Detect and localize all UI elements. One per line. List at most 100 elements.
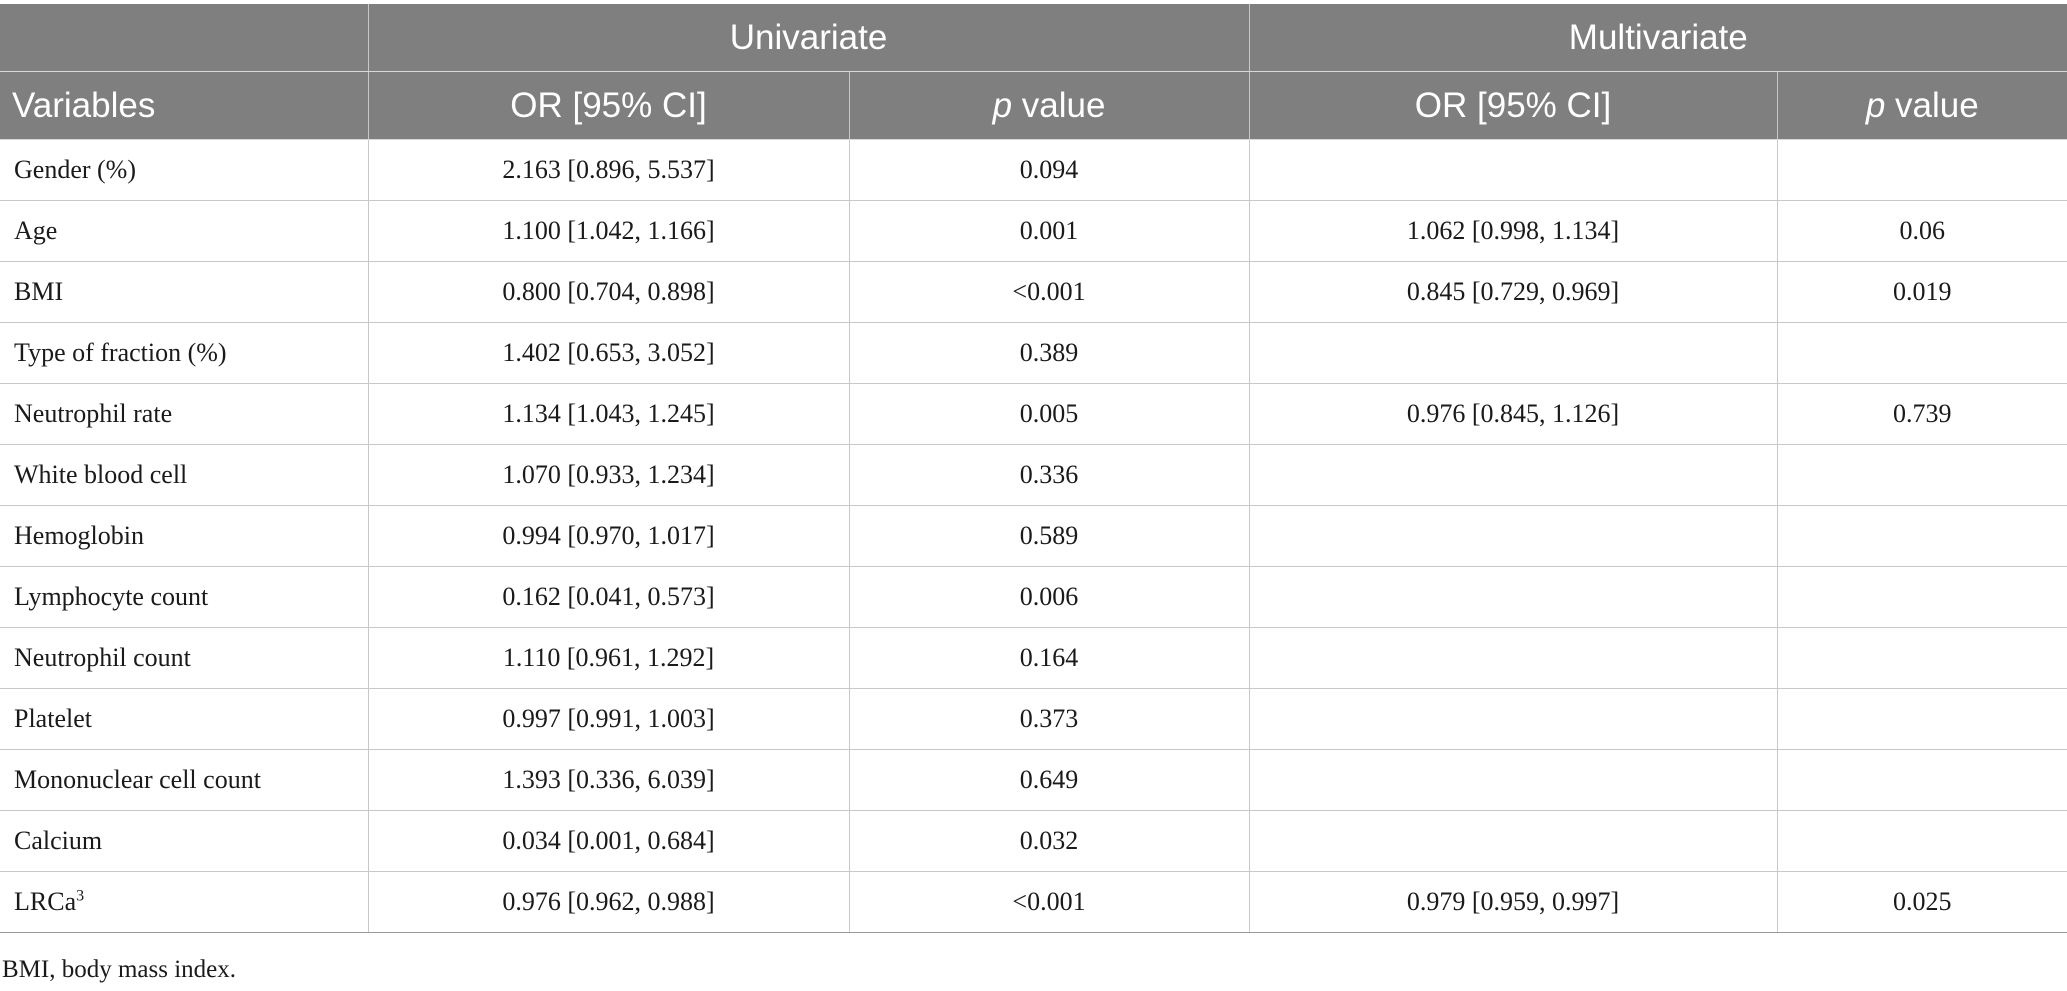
variable-cell: Platelet	[0, 688, 369, 750]
or-multivariate-cell-text: 1.062 [0.998, 1.134]	[1406, 216, 1620, 245]
variable-cell: Age	[0, 200, 369, 262]
p-value-multivariate-cell	[1777, 322, 2067, 384]
or-univariate-cell: 0.800 [0.704, 0.898]	[368, 261, 850, 323]
p-value-univariate-cell-text: 0.094	[1019, 155, 1079, 184]
or-univariate-cell: 1.393 [0.336, 6.039]	[368, 749, 850, 811]
or-univariate-cell-text: 0.994 [0.970, 1.017]	[502, 521, 715, 550]
p-value-multivariate-cell: 0.019	[1777, 261, 2067, 323]
p-value-univariate-cell: 0.589	[849, 505, 1250, 567]
p-value-univariate-cell: 0.649	[849, 749, 1250, 811]
header-empty-cell	[0, 4, 369, 72]
or-multivariate-cell	[1249, 444, 1778, 506]
p-value-univariate-cell-text: 0.032	[1019, 826, 1079, 855]
p-value-univariate-cell-text: 0.649	[1019, 765, 1079, 794]
or-univariate-cell-text: 0.034 [0.001, 0.684]	[502, 826, 715, 855]
table-row: Gender (%) 2.163 [0.896, 5.537] 0.094	[0, 139, 2067, 201]
p-italic: p	[992, 85, 1013, 125]
or-multivariate-cell	[1249, 627, 1778, 689]
p-value-univariate-cell: 0.389	[849, 322, 1250, 384]
regression-table-container: Univariate Multivariate Variables OR [95…	[0, 4, 2067, 933]
p-value-univariate-cell: 0.336	[849, 444, 1250, 506]
or-multivariate-cell: 1.062 [0.998, 1.134]	[1249, 200, 1778, 262]
or-multivariate-cell	[1249, 566, 1778, 628]
variable-cell-text: Platelet	[14, 704, 92, 733]
variable-cell-text: White blood cell	[14, 460, 188, 489]
or-multivariate-cell: 0.976 [0.845, 1.126]	[1249, 383, 1778, 445]
p-value-univariate-cell-text: 0.005	[1019, 399, 1079, 428]
or-univariate-cell-text: 1.134 [1.043, 1.245]	[502, 399, 715, 428]
table-row: Neutrophil count 1.110 [0.961, 1.292] 0.16…	[0, 627, 2067, 689]
table-row: Hemoglobin 0.994 [0.970, 1.017] 0.589	[0, 505, 2067, 567]
group-header-row: Univariate Multivariate	[0, 4, 2067, 72]
p-value-multivariate-cell-text: 0.019	[1893, 277, 1952, 306]
or-multivariate-cell: 0.979 [0.959, 0.997]	[1249, 871, 1778, 933]
variable-cell-text: Calcium	[14, 826, 103, 855]
table-row: Neutrophil rate 1.134 [1.043, 1.245] 0.005…	[0, 383, 2067, 445]
p-value-univariate-cell: 0.006	[849, 566, 1250, 628]
or-multivariate-column-header: OR [95% CI]	[1249, 71, 1778, 140]
table-row: Mononuclear cell count 1.393 [0.336, 6.03…	[0, 749, 2067, 811]
p-value-multivariate-cell-text: 0.025	[1893, 887, 1952, 916]
p-value-multivariate-cell	[1777, 444, 2067, 506]
variable-cell-text: LRCa	[14, 887, 77, 916]
or-univariate-cell-text: 0.976 [0.962, 0.988]	[502, 887, 715, 916]
or-multivariate-cell	[1249, 810, 1778, 872]
or-multivariate-cell-text: 0.979 [0.959, 0.997]	[1406, 887, 1620, 916]
variable-cell-text: Neutrophil count	[14, 643, 191, 672]
or-multivariate-cell-text: 0.845 [0.729, 0.969]	[1406, 277, 1620, 306]
p-value-multivariate-cell: 0.739	[1777, 383, 2067, 445]
or-univariate-cell: 0.976 [0.962, 0.988]	[368, 871, 850, 933]
or-multivariate-cell	[1249, 322, 1778, 384]
variable-superscript: 3	[76, 887, 85, 905]
variable-cell-text: Mononuclear cell count	[14, 765, 261, 794]
or-univariate-column-header: OR [95% CI]	[368, 71, 850, 140]
variable-cell: BMI	[0, 261, 369, 323]
p-value-multivariate-column-header: p value	[1777, 71, 2067, 140]
table-row: Type of fraction (%) 1.402 [0.653, 3.052]…	[0, 322, 2067, 384]
p-value-univariate-cell: 0.005	[849, 383, 1250, 445]
or-multivariate-cell	[1249, 688, 1778, 750]
variable-cell: White blood cell	[0, 444, 369, 506]
p-value-multivariate-cell	[1777, 627, 2067, 689]
p-value-label: value	[1012, 85, 1106, 125]
or-univariate-cell: 0.997 [0.991, 1.003]	[368, 688, 850, 750]
table-footnote: BMI, body mass index.	[2, 956, 237, 983]
p-value-univariate-cell: 0.373	[849, 688, 1250, 750]
p-value-univariate-cell: 0.001	[849, 200, 1250, 262]
or-univariate-cell: 1.100 [1.042, 1.166]	[368, 200, 850, 262]
or-univariate-cell: 2.163 [0.896, 5.537]	[368, 139, 850, 201]
p-value-univariate-cell-text: <0.001	[1012, 277, 1086, 306]
variable-cell: Calcium	[0, 810, 369, 872]
p-value-multivariate-cell	[1777, 749, 2067, 811]
or-univariate-cell-text: 1.070 [0.933, 1.234]	[502, 460, 715, 489]
p-value-univariate-cell-text: 0.389	[1019, 338, 1079, 367]
variable-cell: Mononuclear cell count	[0, 749, 369, 811]
table-row: Age 1.100 [1.042, 1.166] 0.001 1.062 [0.998…	[0, 200, 2067, 262]
or-univariate-cell: 1.110 [0.961, 1.292]	[368, 627, 850, 689]
or-multivariate-cell-text: 0.976 [0.845, 1.126]	[1406, 399, 1620, 428]
variables-column-header: Variables	[0, 71, 369, 140]
variable-cell-text: BMI	[14, 277, 64, 306]
univariate-group-header: Univariate	[368, 4, 1250, 72]
p-value-label: value	[1885, 85, 1979, 125]
multivariate-group-header: Multivariate	[1249, 4, 2067, 72]
p-value-univariate-cell: 0.094	[849, 139, 1250, 201]
or-univariate-cell: 1.070 [0.933, 1.234]	[368, 444, 850, 506]
column-header-row: Variables OR [95% CI] p value OR [95% CI…	[0, 71, 2067, 140]
or-univariate-cell: 0.034 [0.001, 0.684]	[368, 810, 850, 872]
variable-cell-text: Hemoglobin	[14, 521, 144, 550]
variable-cell: Neutrophil count	[0, 627, 369, 689]
or-univariate-cell-text: 0.800 [0.704, 0.898]	[502, 277, 715, 306]
p-value-univariate-cell-text: <0.001	[1012, 887, 1086, 916]
table-row: White blood cell 1.070 [0.933, 1.234] 0.33…	[0, 444, 2067, 506]
p-value-multivariate-cell	[1777, 688, 2067, 750]
p-value-multivariate-cell-text: 0.06	[1899, 216, 1946, 245]
or-univariate-cell: 0.162 [0.041, 0.573]	[368, 566, 850, 628]
table-row: LRCa3 0.976 [0.962, 0.988] <0.001 0.979 [0.…	[0, 871, 2067, 933]
p-value-univariate-cell-text: 0.001	[1019, 216, 1079, 245]
variable-cell: LRCa3	[0, 871, 369, 933]
p-value-univariate-cell: 0.164	[849, 627, 1250, 689]
p-value-multivariate-cell	[1777, 139, 2067, 201]
table-row: BMI 0.800 [0.704, 0.898] <0.001 0.845 [0.72…	[0, 261, 2067, 323]
or-univariate-cell-text: 0.997 [0.991, 1.003]	[502, 704, 715, 733]
